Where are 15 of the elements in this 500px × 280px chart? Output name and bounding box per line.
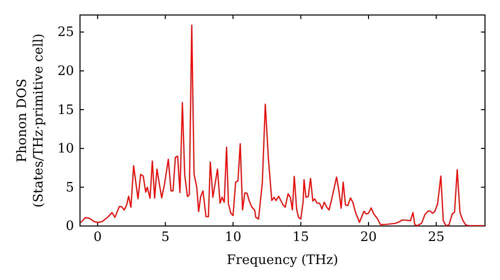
y-tick-label: 0 <box>66 219 74 234</box>
y-tick-label: 5 <box>66 180 74 196</box>
x-tick-label: 20 <box>360 230 377 246</box>
y-axis-title: Phonon DOS (States/THz·primitive cell) <box>15 33 46 208</box>
y-tick-label: 20 <box>57 64 74 80</box>
y-tick-label: 25 <box>57 25 74 40</box>
x-tick-label: 10 <box>224 230 242 246</box>
x-tick-label: 0 <box>93 230 102 246</box>
line-series <box>80 24 485 226</box>
y-tick-label: 15 <box>57 102 74 118</box>
y-tick-label: 10 <box>57 142 74 157</box>
x-tick-label: 25 <box>428 230 445 246</box>
x-tick-label: 5 <box>161 230 170 246</box>
x-axis-title: Frequency (THz) <box>226 253 338 268</box>
x-tick-label: 15 <box>292 230 310 246</box>
